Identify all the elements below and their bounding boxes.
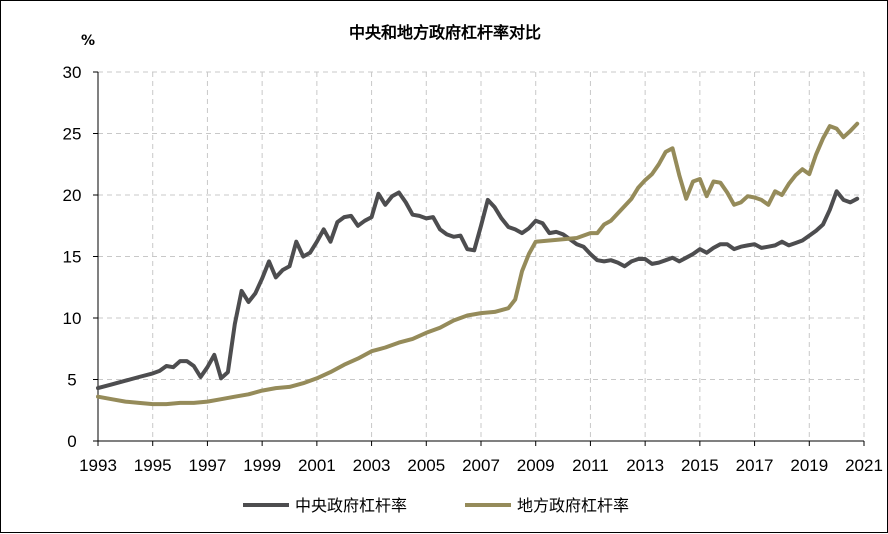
legend: 中央政府杠杆率 地方政府杠杆率 [243, 496, 629, 515]
series-line-2 [96, 121, 860, 407]
axes [93, 71, 865, 446]
x-tick-label: 2009 [517, 456, 555, 475]
chart-title: 中央和地方政府杠杆率对比 [349, 23, 541, 42]
y-tick-label: 15 [63, 248, 82, 267]
y-tick-label: 30 [63, 63, 82, 82]
x-tick-label: 1997 [189, 456, 227, 475]
y-tick-label: 25 [63, 125, 82, 144]
y-tick-label: 10 [63, 309, 82, 328]
x-tick-label: 2019 [790, 456, 828, 475]
x-tick-label: 2013 [626, 456, 664, 475]
x-tick-label: 2015 [681, 456, 719, 475]
series-lines [96, 121, 860, 407]
x-tick-label: 2011 [572, 456, 609, 475]
x-tick-label: 2007 [462, 456, 500, 475]
y-tick-labels: 0 5 10 15 20 25 30 [63, 63, 82, 451]
y-tick-label: 0 [67, 432, 76, 451]
y-tick-label: 20 [63, 186, 82, 205]
x-tick-label: 1995 [134, 456, 172, 475]
y-axis-unit-label: % [81, 33, 95, 49]
x-tick-label: 2005 [407, 456, 445, 475]
gridlines [98, 71, 865, 441]
x-tick-label: 2017 [736, 456, 774, 475]
x-tick-label: 2003 [353, 456, 391, 475]
x-tick-label: 1999 [243, 456, 281, 475]
y-tick-label: 5 [67, 371, 76, 390]
legend-label-1: 中央政府杠杆率 [295, 496, 407, 515]
x-tick-label: 2021 [845, 456, 883, 475]
series-line-1 [96, 189, 860, 391]
legend-label-2: 地方政府杠杆率 [517, 496, 629, 515]
x-tick-label: 1993 [79, 456, 117, 475]
x-tick-label: 2001 [298, 456, 336, 475]
x-tick-labels: 1993 1995 1997 1999 2001 2003 2005 2007 2009 2011… [79, 456, 883, 475]
